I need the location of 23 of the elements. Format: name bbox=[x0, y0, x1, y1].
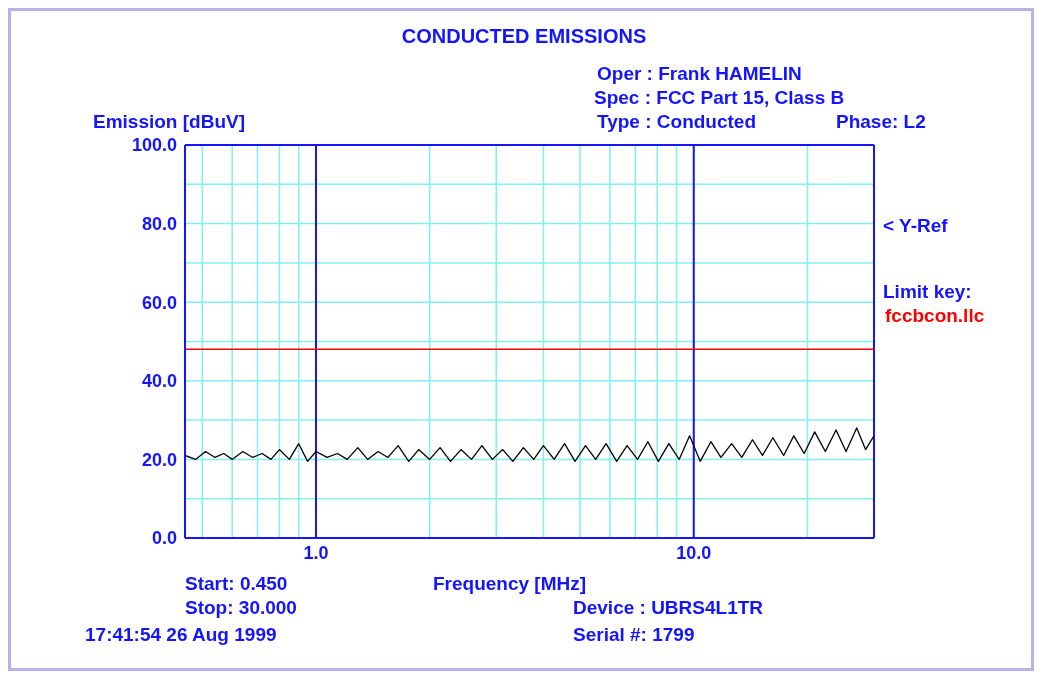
text: Spec : FCC Part 15, Class B bbox=[594, 87, 845, 109]
y-tick-label: 100.0 bbox=[131, 135, 177, 156]
x-axis-title: Frequency [MHz] bbox=[433, 573, 587, 595]
text: Oper : Frank HAMELIN bbox=[597, 63, 802, 85]
text: Device : UBRS4L1TR bbox=[573, 597, 764, 619]
text: Type : Conducted bbox=[597, 111, 757, 133]
x-tick-label: 10.0 bbox=[676, 542, 712, 563]
text: Phase: L2 bbox=[836, 111, 926, 133]
y-tick-label: 60.0 bbox=[141, 292, 177, 313]
text: 17:41:54 26 Aug 1999 bbox=[85, 624, 277, 646]
text: Stop: 30.000 bbox=[185, 597, 297, 619]
y-axis-title: Emission [dBuV] bbox=[93, 111, 246, 133]
x-tick-label: 1.0 bbox=[303, 542, 329, 563]
chart-title: CONDUCTED EMISSIONS bbox=[400, 25, 648, 48]
text: < Y-Ref bbox=[883, 215, 948, 237]
y-tick-label: 80.0 bbox=[141, 213, 177, 234]
y-tick-label: 0.0 bbox=[151, 528, 177, 549]
text: Start: 0.450 bbox=[185, 573, 288, 595]
text: Serial #: 1799 bbox=[573, 624, 695, 646]
y-tick-label: 40.0 bbox=[141, 371, 177, 392]
text: fccbcon.llc bbox=[885, 305, 985, 327]
y-tick-label: 20.0 bbox=[141, 449, 177, 470]
text: Limit key: bbox=[883, 281, 972, 303]
